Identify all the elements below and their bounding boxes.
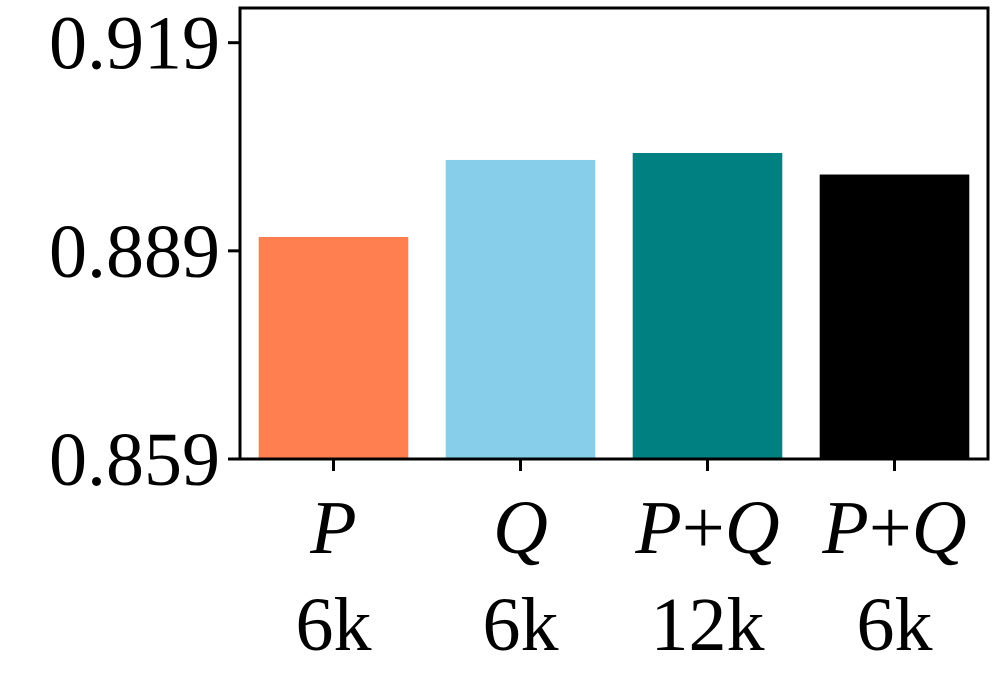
y-tick-label-1: 0.889: [49, 210, 220, 294]
y-tick-label-2: 0.919: [49, 2, 220, 86]
y-axis: 0.859 0.889 0.919: [49, 2, 240, 502]
x-tick-label-main-1: Q: [493, 486, 548, 570]
bar-0: [258, 236, 409, 459]
x-tick-label-sub-0: 6k: [296, 583, 372, 667]
x-tick-label-main-0: P: [309, 486, 356, 570]
x-tick-label-sub-1: 6k: [483, 583, 559, 667]
bar-2: [632, 153, 783, 459]
x-tick-label-main-2: P+Q: [634, 486, 779, 570]
x-tick-label-sub-3: 6k: [857, 583, 933, 667]
x-tick-label-main-3: P+Q: [821, 486, 966, 570]
bar-3: [819, 174, 970, 459]
y-tick-label-0: 0.859: [49, 418, 220, 502]
plot-frame: [238, 6, 990, 461]
bars-group: [258, 153, 970, 459]
bar-1: [445, 159, 596, 459]
x-tick-label-sub-2: 12k: [651, 583, 765, 667]
x-axis: P 6k Q 6k P+Q 12k P+Q 6k: [296, 459, 967, 667]
